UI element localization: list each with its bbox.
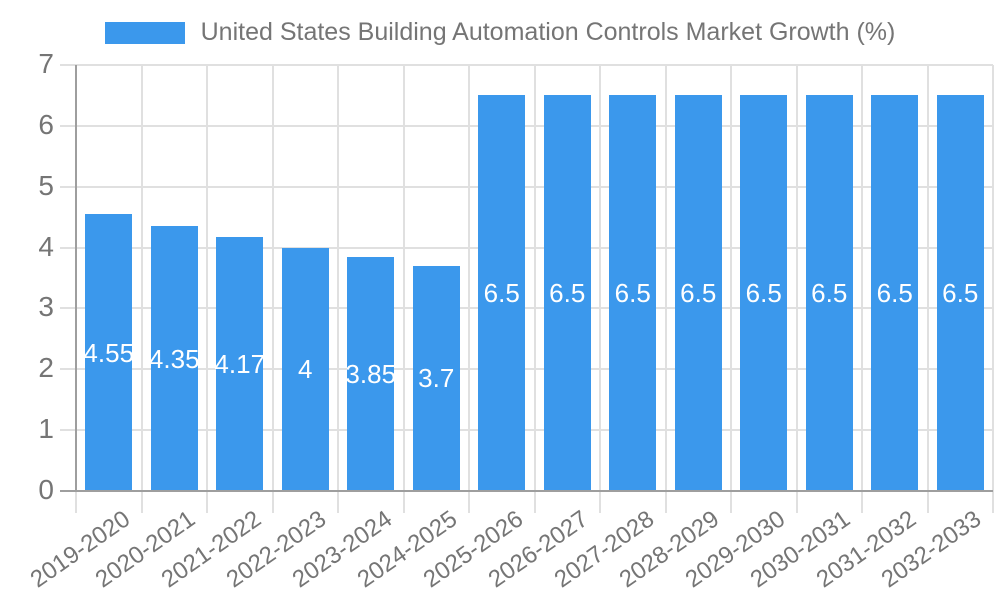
- bar-value-label: 6.5: [876, 278, 913, 309]
- bar: 3.7: [412, 265, 460, 491]
- x-gridline: [926, 65, 929, 491]
- bar-value-label: 4: [298, 354, 313, 385]
- y-tick-label: 3: [38, 291, 54, 323]
- bar: 4.17: [214, 237, 266, 491]
- x-gridline: [271, 65, 274, 491]
- y-gridline: [60, 246, 993, 249]
- x-gridline: [402, 65, 405, 491]
- x-gridline: [206, 65, 208, 491]
- x-axis-tick: [206, 491, 208, 513]
- y-tick-label: 0: [38, 473, 54, 505]
- x-gridline: [795, 65, 798, 491]
- y-tick-label: 1: [38, 413, 54, 445]
- y-axis-line: [75, 65, 77, 491]
- x-axis-tick: [402, 491, 405, 513]
- bar: 6.5: [543, 95, 591, 491]
- x-axis-tick: [730, 491, 732, 513]
- x-gridline: [468, 65, 470, 491]
- y-tick-label: 4: [38, 230, 54, 262]
- legend-swatch: [104, 21, 185, 44]
- x-axis-tick: [533, 491, 536, 513]
- x-axis-tick: [468, 491, 470, 513]
- bar-value-label: 6.5: [483, 278, 520, 309]
- bar-value-label: 6.5: [549, 278, 586, 309]
- bar: 6.5: [936, 95, 984, 491]
- x-axis-tick: [926, 491, 929, 513]
- bar: 6.5: [478, 95, 526, 491]
- bar: 6.5: [609, 95, 657, 491]
- x-gridline: [140, 65, 143, 491]
- x-gridline: [337, 65, 339, 491]
- bar-value-label: 6.5: [680, 278, 717, 309]
- bar-value-label: 6.5: [745, 278, 782, 309]
- y-tick-label: 6: [38, 108, 54, 140]
- x-axis-tick: [337, 491, 339, 513]
- x-gridline: [664, 65, 667, 491]
- bar-value-label: 3.85: [345, 358, 397, 389]
- bar: 4: [281, 247, 329, 491]
- y-gridline: [60, 429, 993, 432]
- bar: 6.5: [674, 95, 722, 491]
- x-axis-tick: [664, 491, 667, 513]
- x-axis-tick: [861, 491, 863, 513]
- y-gridline: [60, 64, 993, 66]
- bar-value-label: 4.17: [214, 349, 266, 380]
- bar: 3.85: [345, 256, 397, 491]
- y-tick-label: 2: [38, 352, 54, 384]
- y-tick-label: 7: [38, 47, 54, 79]
- bar-value-label: 6.5: [811, 278, 848, 309]
- y-gridline: [60, 307, 993, 310]
- bar-value-label: 6.5: [942, 278, 979, 309]
- bar-value-label: 4.55: [83, 337, 135, 368]
- y-gridline: [60, 368, 993, 371]
- x-gridline: [730, 65, 732, 491]
- legend: United States Building Automation Contro…: [0, 18, 1000, 47]
- bar: 6.5: [805, 95, 853, 491]
- bar: 6.5: [740, 95, 788, 491]
- y-tick-label: 5: [38, 169, 54, 201]
- bar: 4.55: [83, 214, 135, 491]
- chart-title: United States Building Automation Contro…: [200, 18, 896, 46]
- x-axis-tick: [992, 491, 994, 513]
- bar-value-label: 6.5: [614, 278, 651, 309]
- x-gridline: [861, 65, 863, 491]
- x-axis-tick: [599, 491, 601, 513]
- bar-value-label: 3.7: [418, 363, 455, 394]
- bar-value-label: 4.35: [148, 343, 200, 374]
- x-axis-line: [60, 490, 993, 492]
- y-gridline: [60, 124, 993, 127]
- x-gridline: [533, 65, 536, 491]
- y-gridline: [60, 185, 993, 188]
- bar: 4.35: [148, 226, 200, 491]
- x-axis-tick: [75, 491, 77, 513]
- x-axis-tick: [795, 491, 798, 513]
- x-axis-tick: [271, 491, 274, 513]
- bar: 6.5: [871, 95, 919, 491]
- x-gridline: [599, 65, 601, 491]
- x-gridline: [992, 65, 994, 491]
- plot-area: 0 1 2 3 4 5 6 7 4.55 4.35 4.17 4 3.85 3.7 6.5 6.5 6.5 6.5…: [26, 49, 994, 593]
- x-axis-tick: [140, 491, 143, 513]
